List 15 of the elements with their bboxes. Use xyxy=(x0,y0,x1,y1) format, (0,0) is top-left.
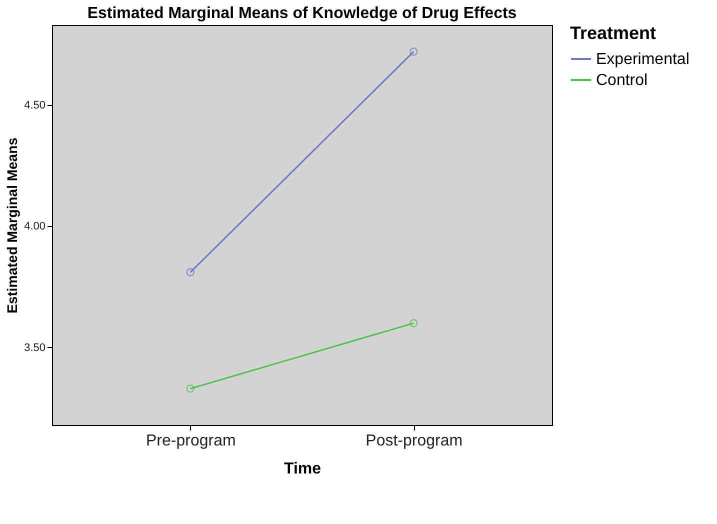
x-tick-label: Pre-program xyxy=(146,432,236,450)
x-tick-label: Post-program xyxy=(366,432,463,450)
point xyxy=(186,384,195,393)
legend-label: Control xyxy=(596,72,648,89)
y-axis-title: Estimated Marginal Means xyxy=(4,137,20,314)
legend-label: Experimental xyxy=(596,51,690,68)
x-axis-title: Time xyxy=(284,460,322,478)
point xyxy=(409,48,418,56)
y-tick-label: 4.00 xyxy=(24,220,46,233)
y-tick-label: 3.50 xyxy=(24,342,46,354)
chart-title: Estimated Marginal Means of Knowledge of Drug Effects xyxy=(87,5,517,22)
legend-title: Treatment xyxy=(570,23,656,43)
y-tick-label: 4.50 xyxy=(24,100,46,112)
point xyxy=(186,268,195,276)
point xyxy=(409,319,418,328)
